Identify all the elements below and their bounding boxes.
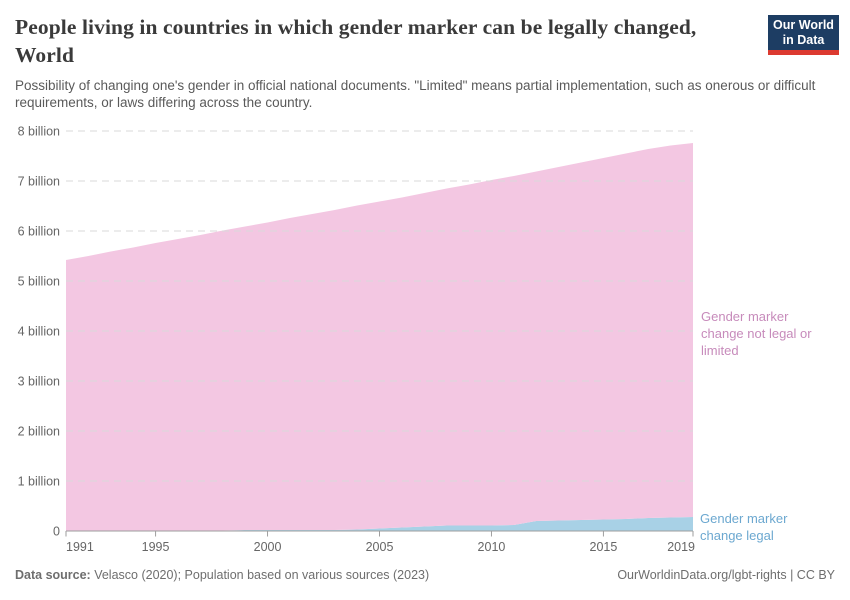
chart-subtitle: Possibility of changing one's gender in … bbox=[15, 78, 816, 110]
y-axis-tick-label: 0 bbox=[53, 525, 60, 539]
x-axis-tick-label: 1995 bbox=[142, 540, 170, 554]
y-axis-tick-label: 7 billion bbox=[18, 175, 60, 189]
y-axis-tick-label: 4 billion bbox=[18, 325, 60, 339]
x-axis-tick-label: 2015 bbox=[590, 540, 618, 554]
y-axis-tick-label: 2 billion bbox=[18, 425, 60, 439]
y-axis-tick-label: 3 billion bbox=[18, 375, 60, 389]
owid-logo-line1: Our World bbox=[773, 18, 834, 32]
x-axis-tick-label: 2000 bbox=[254, 540, 282, 554]
x-axis-tick-label: 1991 bbox=[66, 540, 94, 554]
owid-logo-text: Our World in Data bbox=[768, 15, 839, 50]
x-axis-tick-label: 2019 bbox=[667, 540, 695, 554]
credit-link[interactable]: OurWorldinData.org/lgbt-rights | CC BY bbox=[617, 568, 835, 582]
y-axis-tick-label: 1 billion bbox=[18, 475, 60, 489]
y-axis-tick-label: 8 billion bbox=[18, 125, 60, 139]
owid-logo[interactable]: Our World in Data bbox=[768, 15, 839, 55]
owid-logo-line2: in Data bbox=[782, 33, 825, 47]
x-axis-tick-label: 2010 bbox=[478, 540, 506, 554]
area-gender-marker-change-not-legal-or-limited[interactable] bbox=[66, 143, 693, 531]
series-label-legal[interactable]: Gender marker change legal bbox=[700, 511, 788, 543]
area-gender-marker-change-legal[interactable] bbox=[66, 517, 693, 531]
data-source-label: Data source: bbox=[15, 568, 91, 582]
data-source-note: Data source: Velasco (2020); Population … bbox=[15, 568, 429, 582]
y-axis-tick-label: 6 billion bbox=[18, 225, 60, 239]
y-axis-tick-label: 5 billion bbox=[18, 275, 60, 289]
x-axis-tick-label: 2005 bbox=[366, 540, 394, 554]
data-source-text: Velasco (2020); Population based on vari… bbox=[90, 568, 430, 582]
owid-logo-accent-bar bbox=[768, 50, 839, 55]
series-label-not-legal-or-limited[interactable]: Gender marker change not legal or limite… bbox=[701, 309, 812, 358]
page-title: People living in countries in which gend… bbox=[15, 15, 697, 67]
chart-footer: Data source: Velasco (2020); Population … bbox=[0, 568, 850, 582]
